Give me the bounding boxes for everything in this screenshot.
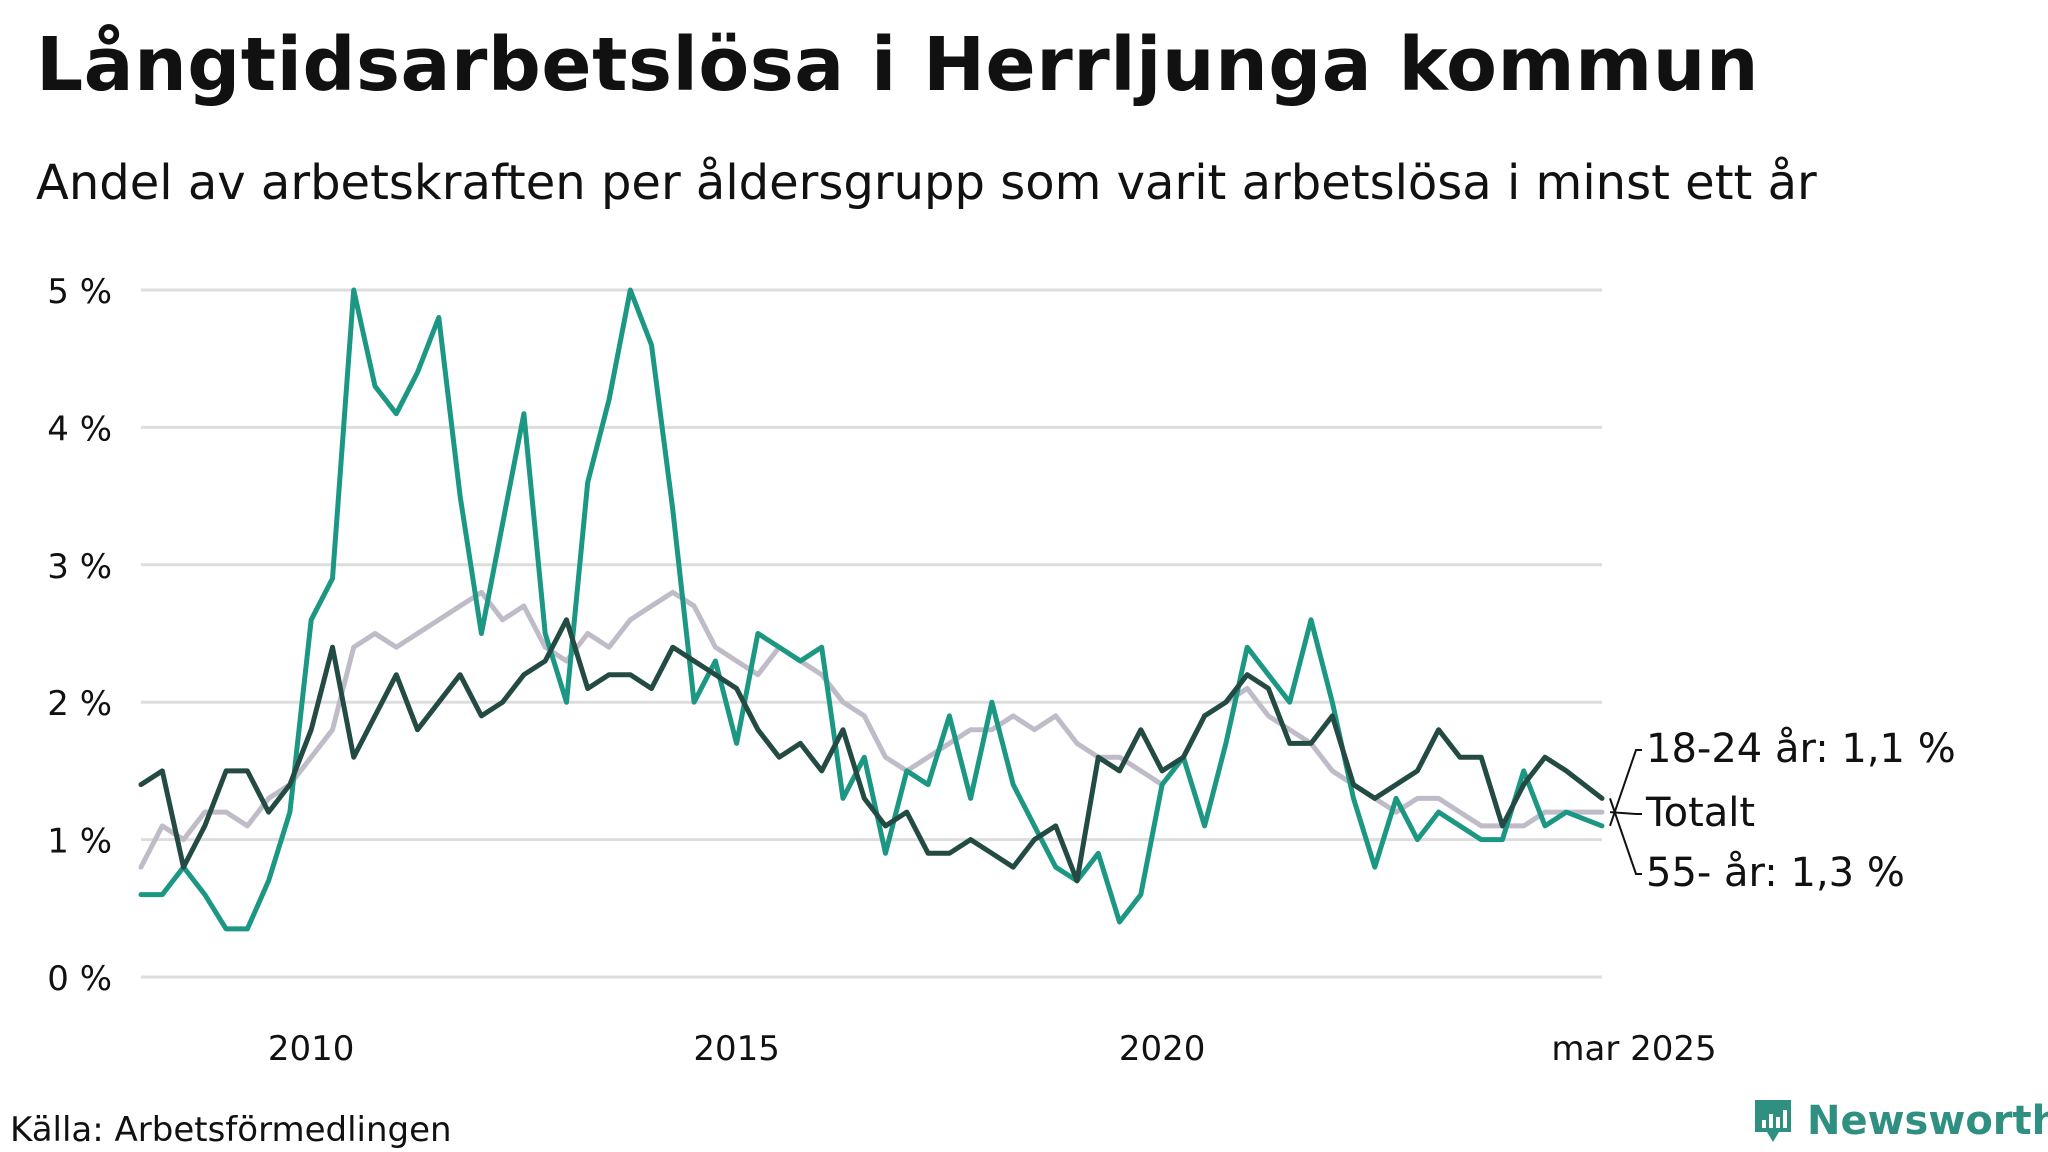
series-lines (138, 287, 1605, 932)
chart-subtitle: Andel av arbetskraften per åldersgrupp s… (36, 155, 1817, 211)
newsworthy-logo-icon (1755, 1100, 1791, 1142)
series-end-label: 18-24 år: 1,1 % (1646, 726, 1956, 772)
x-axis: 2010 2015 2020 mar 2025 (268, 1029, 1717, 1069)
y-axis: 0 % 1 % 2 % 3 % 4 % 5 % (47, 272, 112, 999)
end-label-connector-2 (1609, 798, 1642, 875)
y-tick-label: 5 % (47, 272, 112, 312)
brand-logo: Newsworthy (1753, 1098, 2048, 1144)
gridlines (141, 288, 1602, 979)
x-tick-label: 2010 (268, 1029, 355, 1069)
end-label-connector-0 (1609, 811, 1642, 815)
y-tick-label: 2 % (47, 684, 112, 724)
y-tick-label: 0 % (47, 959, 112, 999)
y-tick-label: 4 % (47, 409, 112, 449)
series-line-1 (138, 287, 1605, 932)
end-label-connector-1 (1609, 749, 1642, 827)
brand-name: Newsworthy (1807, 1098, 2048, 1144)
x-tick-label: 2020 (1119, 1029, 1206, 1069)
chart-title: Långtidsarbetslösa i Herrljunga kommun (36, 22, 1760, 108)
series-line-0 (138, 589, 1605, 870)
x-tick-label: 2015 (693, 1029, 780, 1069)
end-labels: Totalt 18-24 år: 1,1 % 55- år: 1,3 % (1609, 726, 1956, 896)
series-line-2 (138, 617, 1605, 884)
y-tick-label: 1 % (47, 822, 112, 862)
series-end-label: Totalt (1645, 790, 1755, 836)
x-tick-label: mar 2025 (1551, 1029, 1716, 1069)
y-tick-label: 3 % (47, 547, 112, 587)
source-note: Källa: Arbetsförmedlingen (10, 1110, 452, 1150)
series-end-label: 55- år: 1,3 % (1646, 850, 1905, 896)
